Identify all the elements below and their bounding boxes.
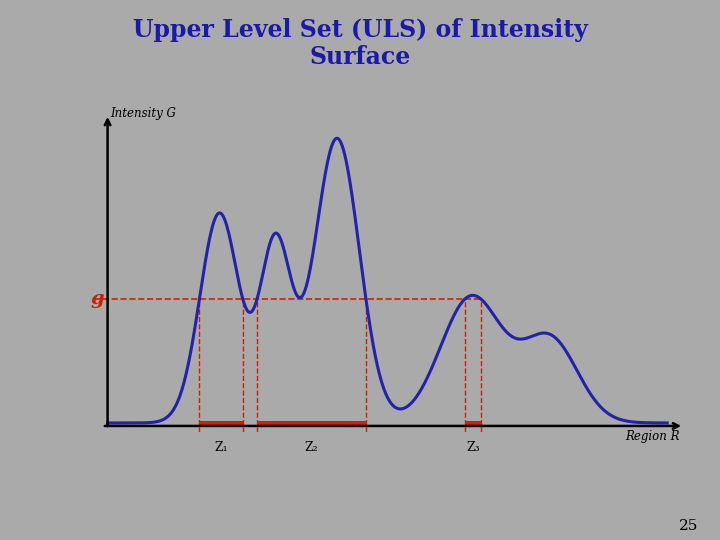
Text: Z₃: Z₃ xyxy=(466,441,480,454)
Text: Z₁: Z₁ xyxy=(215,441,228,454)
Text: g: g xyxy=(91,290,104,308)
Bar xyxy=(465,421,481,428)
Bar xyxy=(257,421,366,428)
Text: Intensity G: Intensity G xyxy=(110,107,176,120)
Text: Z₂: Z₂ xyxy=(305,441,318,454)
Text: Region R: Region R xyxy=(625,430,680,443)
Text: 25: 25 xyxy=(679,519,698,534)
Bar xyxy=(199,421,243,428)
Text: Upper Level Set (ULS) of Intensity: Upper Level Set (ULS) of Intensity xyxy=(132,18,588,42)
Text: Surface: Surface xyxy=(310,45,410,69)
